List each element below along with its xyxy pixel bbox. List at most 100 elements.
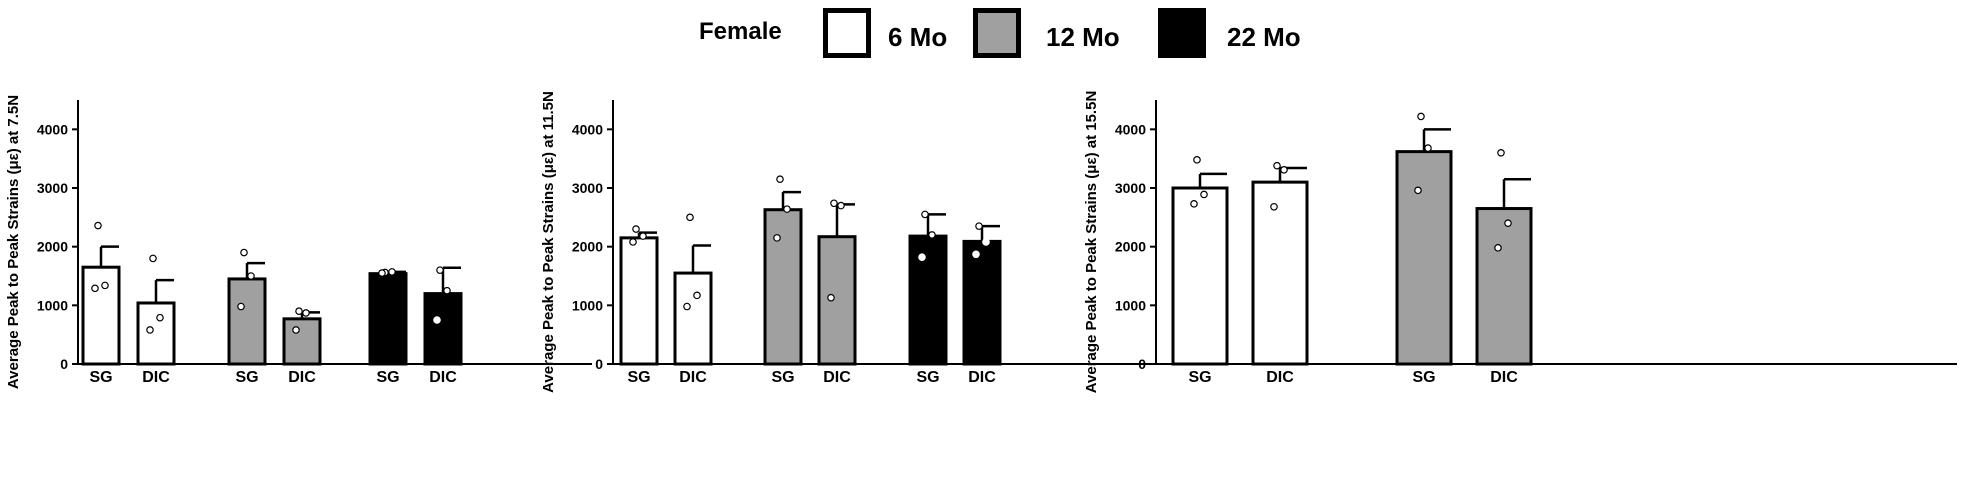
x-category-label: DIC	[142, 369, 170, 386]
bar-dic	[282, 317, 322, 366]
bar-sg	[368, 272, 408, 366]
data-point	[1414, 186, 1422, 195]
bar-sg	[1395, 150, 1453, 366]
data-point	[292, 326, 300, 334]
bar-sg	[1171, 186, 1229, 366]
x-category-label: SG	[771, 369, 794, 386]
data-point	[91, 284, 99, 293]
bar-dic	[1251, 180, 1309, 366]
data-point	[1273, 161, 1281, 170]
data-point	[1193, 156, 1201, 164]
bar-sg	[908, 234, 948, 366]
data-point	[1494, 244, 1502, 252]
data-point	[1417, 112, 1425, 121]
data-point	[783, 205, 791, 213]
x-category-label: SG	[235, 369, 258, 386]
data-point	[1504, 219, 1512, 228]
data-point	[302, 309, 310, 317]
x-category-label: SG	[627, 369, 650, 386]
y-axis-label: Average Peak to Peak Strains (με) at 15.…	[1083, 91, 1100, 394]
data-point	[443, 286, 451, 295]
legend-label-12mo: 12 Mo	[1046, 22, 1120, 52]
chart-svg-15-5n: 0 1000 2000 3000 4000 Average Peak to Peak St…	[1083, 91, 1957, 393]
data-point	[776, 175, 784, 184]
x-category-label: SG	[916, 369, 939, 386]
y-tick-label: 1000	[572, 297, 603, 313]
data-point	[686, 213, 694, 222]
data-point	[146, 326, 154, 334]
y-tick-label: 2000	[1115, 239, 1146, 255]
data-point	[982, 238, 990, 246]
chart-svg-11-5n: 0 1000 2000 3000 4000 Average Peak to Peak St…	[540, 91, 1272, 393]
y-tick-label: 0	[60, 356, 68, 372]
y-tick-label: 4000	[1115, 121, 1146, 137]
data-point	[1200, 190, 1208, 199]
x-category-label: SG	[376, 369, 399, 386]
data-point	[1190, 200, 1198, 208]
bar-dic	[673, 271, 713, 366]
chart-panel-7-5n: 0 1000 2000 3000 4000 Average Peak to Peak St…	[0, 95, 600, 486]
x-category-label: DIC	[968, 369, 996, 386]
bar-dic	[817, 235, 857, 366]
bar-dic	[136, 301, 176, 366]
y-tick-label: 3000	[37, 180, 68, 196]
data-point	[1280, 166, 1288, 174]
data-point	[629, 238, 637, 246]
bar-dic	[962, 239, 1002, 366]
data-point	[436, 266, 444, 274]
data-point	[918, 253, 926, 262]
y-tick-label: 2000	[37, 239, 68, 255]
data-point	[632, 225, 640, 233]
y-tick-label: 1000	[37, 297, 68, 313]
y-tick-label: 4000	[37, 121, 68, 137]
y-tick-label: 3000	[1115, 180, 1146, 196]
data-point	[433, 316, 441, 324]
x-category-label: DIC	[679, 369, 707, 386]
data-point	[156, 313, 164, 322]
data-point	[240, 248, 248, 257]
data-point	[101, 281, 109, 290]
y-tick-label: 4000	[572, 121, 603, 137]
bar-dic	[423, 292, 463, 366]
data-point	[693, 291, 701, 300]
data-point	[295, 307, 303, 316]
data-point	[639, 232, 647, 240]
y-tick-label: 0	[595, 356, 603, 372]
data-point	[388, 268, 396, 276]
legend-label-6mo: 6 Mo	[888, 22, 948, 52]
data-point	[972, 250, 980, 259]
data-point	[837, 201, 845, 210]
x-category-label: DIC	[429, 369, 457, 386]
x-category-label: SG	[89, 369, 112, 386]
legend-swatch-6mo	[823, 8, 871, 58]
x-category-label: DIC	[823, 369, 851, 386]
data-point	[237, 302, 245, 311]
chart-panel-15-5n: 0 1000 2000 3000 4000 Average Peak to Peak St…	[1083, 91, 1965, 486]
x-category-label: DIC	[1490, 369, 1518, 386]
x-category-label: SG	[1188, 369, 1211, 386]
data-point	[928, 231, 936, 239]
legend-label-22mo: 22 Mo	[1227, 22, 1301, 52]
bar-dic	[1475, 207, 1533, 366]
bar-sg	[227, 277, 267, 366]
data-point	[827, 293, 835, 302]
y-tick-label: 1000	[1115, 297, 1146, 313]
y-axis-label: Average Peak to Peak Strains (με) at 11.…	[540, 91, 557, 393]
bar-sg	[619, 236, 659, 366]
bar-sg	[81, 265, 121, 366]
data-point	[1424, 144, 1432, 152]
data-point	[94, 221, 102, 230]
chart-panel-11-5n: 0 1000 2000 3000 4000 Average Peak to Peak St…	[540, 91, 1280, 486]
x-category-label: SG	[1412, 369, 1435, 386]
y-tick-label: 0	[1138, 356, 1146, 372]
legend: Female 6 Mo 12 Mo 22 Mo	[0, 0, 1965, 80]
data-point	[830, 199, 838, 208]
data-point	[1270, 202, 1278, 211]
chart-svg-7-5n: 0 1000 2000 3000 4000 Average Peak to Peak St…	[5, 95, 592, 389]
y-tick-label: 3000	[572, 180, 603, 196]
data-point	[921, 210, 929, 219]
data-point	[683, 302, 691, 311]
legend-title: Female	[699, 18, 782, 45]
data-point	[773, 234, 781, 242]
data-point	[975, 222, 983, 230]
